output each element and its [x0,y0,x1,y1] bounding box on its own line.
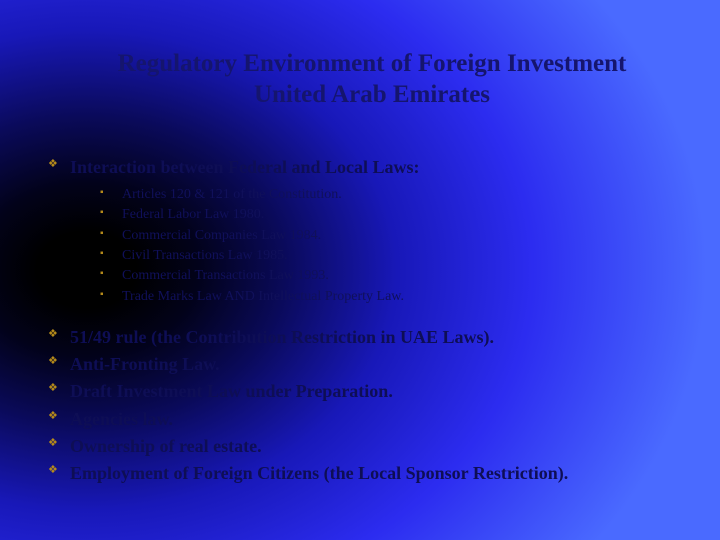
slide: Regulatory Environment of Foreign Invest… [0,0,720,540]
title-line-1: Regulatory Environment of Foreign Invest… [104,48,640,79]
sub-bullet-item: Trade Marks Law AND Intellectual Propert… [100,288,680,307]
bullet-item-6: Employment of Foreign Citizens (the Loca… [70,461,680,485]
bullet-item-2: Anti-Fronting Law. [70,352,680,376]
bullet-item-0: Interaction between Federal and Local La… [70,155,680,307]
title-block: Regulatory Environment of Foreign Invest… [104,48,640,111]
title-line-2: United Arab Emirates [104,79,640,110]
bullet-label: Interaction between Federal and Local La… [70,157,419,177]
sub-bullet-list: Articles 120 & 121 of the Constitution. … [70,186,680,307]
sub-bullet-item: Federal Labor Law 1980. [100,206,680,225]
bullet-label: 51/49 rule (the Contribution Restriction… [70,327,494,347]
bullet-list: Interaction between Federal and Local La… [44,155,680,486]
sub-bullet-item: Articles 120 & 121 of the Constitution. [100,186,680,205]
sub-bullet-item: Commercial Companies Law 1984. [100,227,680,246]
bullet-label: Draft Investment Law under Preparation. [70,381,393,401]
sub-bullet-item: Commercial Transactions Law 1993. [100,267,680,286]
bullet-label: Employment of Foreign Citizens (the Loca… [70,463,568,483]
bullet-item-4: Agencies law. [70,407,680,431]
bullet-item-3: Draft Investment Law under Preparation. [70,379,680,403]
bullet-label: Ownership of real estate. [70,436,262,456]
bullet-item-1: 51/49 rule (the Contribution Restriction… [70,325,680,349]
sub-bullet-item: Civil Transactions Law 1985. [100,247,680,266]
bullet-item-5: Ownership of real estate. [70,434,680,458]
bullet-label: Anti-Fronting Law. [70,354,220,374]
bullet-label: Agencies law. [70,409,173,429]
